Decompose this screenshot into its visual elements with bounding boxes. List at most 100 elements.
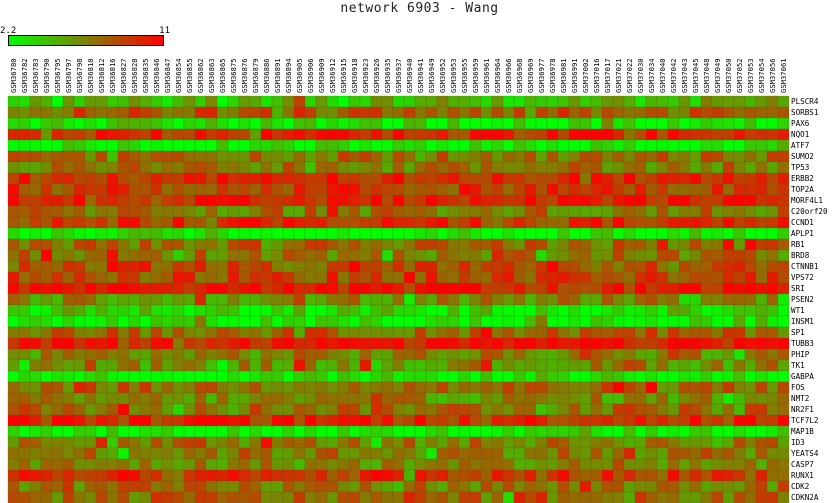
heatmap-cell (755, 348, 768, 361)
heatmap-cell (634, 117, 647, 130)
heatmap-cell (183, 304, 196, 317)
heatmap-cell (491, 238, 504, 251)
heatmap-cell (722, 172, 735, 185)
heatmap-cell (161, 392, 174, 405)
heatmap-cell (645, 392, 658, 405)
heatmap-cell (546, 392, 559, 405)
heatmap-cell (667, 458, 680, 471)
heatmap-cell (293, 183, 306, 196)
heatmap-cell (623, 392, 636, 405)
heatmap-cell (744, 260, 757, 273)
heatmap-cell (535, 381, 548, 394)
heatmap-cell (634, 469, 647, 482)
heatmap-cell (205, 282, 218, 295)
column-label: GSM37048 (702, 58, 711, 93)
heatmap-cell (249, 194, 262, 207)
heatmap-cell (557, 117, 570, 130)
heatmap-cell (150, 359, 163, 372)
heatmap-cell (601, 161, 614, 174)
heatmap-cell (326, 447, 339, 460)
heatmap-cell (337, 392, 350, 405)
heatmap-cell (62, 150, 75, 163)
heatmap-cell (40, 194, 53, 207)
heatmap-cell (40, 95, 53, 108)
heatmap-cell (590, 359, 603, 372)
heatmap-cell (172, 260, 185, 273)
heatmap-cell (183, 447, 196, 460)
heatmap-cell (447, 271, 460, 284)
heatmap-cell (172, 436, 185, 449)
heatmap-cell (117, 128, 130, 141)
heatmap-cell (51, 447, 64, 460)
heatmap-cell (139, 315, 152, 328)
heatmap-cell (557, 238, 570, 251)
heatmap-cell (447, 183, 460, 196)
heatmap-cell (260, 315, 273, 328)
heatmap-cell (733, 227, 746, 240)
heatmap-cell (733, 139, 746, 152)
heatmap-cell (667, 205, 680, 218)
heatmap-cell (139, 293, 152, 306)
heatmap-cell (612, 370, 625, 383)
heatmap-cell (722, 205, 735, 218)
heatmap-cell (513, 304, 526, 317)
heatmap-cell (733, 315, 746, 328)
heatmap-cell (315, 161, 328, 174)
heatmap-cell (282, 271, 295, 284)
heatmap-cell (447, 469, 460, 482)
heatmap-cell (667, 271, 680, 284)
heatmap-cell (84, 326, 97, 339)
column-label: GSM37056 (768, 58, 777, 93)
heatmap-cell (216, 183, 229, 196)
heatmap-cell (139, 150, 152, 163)
heatmap-cell (645, 194, 658, 207)
heatmap-cell (656, 260, 669, 273)
heatmap-cell (733, 392, 746, 405)
heatmap-cell (458, 106, 471, 119)
heatmap-cell (18, 293, 31, 306)
heatmap-cell (678, 381, 691, 394)
heatmap-cell (414, 172, 427, 185)
heatmap-cell (524, 414, 537, 427)
heatmap-cell (194, 480, 207, 493)
column-label: GSM36790 (42, 58, 51, 93)
column-label: GSM36949 (427, 58, 436, 93)
heatmap-cell (634, 249, 647, 262)
heatmap-cell (722, 238, 735, 251)
heatmap-cell (84, 337, 97, 350)
heatmap-cell (40, 480, 53, 493)
heatmap-cell (601, 381, 614, 394)
heatmap-cell (84, 216, 97, 229)
heatmap-cell (425, 469, 438, 482)
heatmap-cell (480, 161, 493, 174)
heatmap-cell (40, 326, 53, 339)
heatmap-cell (777, 216, 790, 229)
heatmap-cell (447, 293, 460, 306)
heatmap-cell (282, 150, 295, 163)
heatmap-cell (51, 249, 64, 262)
heatmap-cell (513, 469, 526, 482)
heatmap-cell (51, 194, 64, 207)
heatmap-cell (722, 392, 735, 405)
heatmap-cell (447, 491, 460, 503)
heatmap-cell (414, 469, 427, 482)
heatmap-cell (535, 172, 548, 185)
heatmap-cell (436, 183, 449, 196)
heatmap-cell (557, 392, 570, 405)
heatmap-cell (634, 227, 647, 240)
heatmap-cell (128, 216, 141, 229)
heatmap-cell (95, 183, 108, 196)
column-label: GSM37053 (746, 58, 755, 93)
heatmap-cell (150, 194, 163, 207)
heatmap-cell (667, 370, 680, 383)
heatmap-cell (260, 128, 273, 141)
heatmap-cell (502, 359, 515, 372)
heatmap-cell (359, 304, 372, 317)
heatmap-cell (755, 227, 768, 240)
heatmap-cell (205, 480, 218, 493)
heatmap-cell (62, 392, 75, 405)
heatmap-cell (370, 216, 383, 229)
heatmap-cell (722, 425, 735, 438)
heatmap-cell (425, 216, 438, 229)
heatmap-cell (381, 304, 394, 317)
